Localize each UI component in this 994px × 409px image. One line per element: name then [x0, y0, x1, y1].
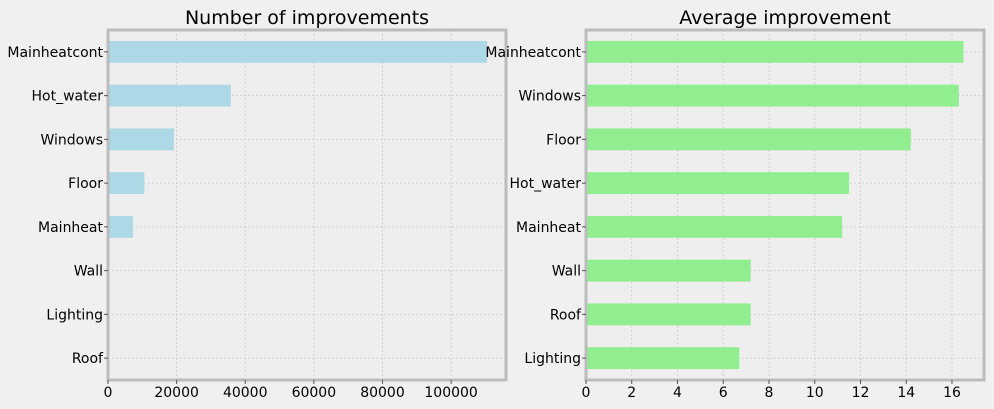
number-of-improvements-category-label: Mainheat — [38, 220, 103, 236]
number-of-improvements-category-label: Wall — [74, 264, 103, 280]
average-improvement-category-label: Mainheat — [516, 220, 581, 236]
average-improvement-xtick-label: 10 — [806, 385, 824, 401]
average-improvement-xtick-label: 8 — [765, 385, 774, 401]
number-of-improvements-xtick-label: 60000 — [292, 385, 337, 401]
average-improvement-bar-mainheatcont — [586, 40, 964, 63]
average-improvement-plot-area — [586, 30, 984, 380]
average-improvement-bar-mainheat — [586, 215, 843, 238]
number-of-improvements-xtick-label: 40000 — [223, 385, 268, 401]
number-of-improvements-category-label: Lighting — [46, 307, 103, 323]
average-improvement-category-label: Windows — [519, 89, 582, 105]
number-of-improvements-panel: Mainheatcont Hot_water Windows Floor Mainhea… — [7, 7, 508, 401]
average-improvement-xtick-label: 6 — [719, 385, 728, 401]
average-improvement-category-label: Roof — [550, 307, 582, 323]
number-of-improvements-category-label: Floor — [68, 176, 103, 192]
number-of-improvements-bar-mainheatcont — [108, 40, 488, 63]
average-improvement-xtick-label: 12 — [852, 385, 870, 401]
number-of-improvements-xtick-label: 0 — [104, 385, 113, 401]
average-improvement-bar-wall — [586, 259, 751, 282]
average-improvement-panel: Mainheatcont Windows Floor Hot_water Mainhea… — [485, 7, 986, 401]
number-of-improvements-category-label: Roof — [72, 351, 104, 367]
number-of-improvements-xtick-label: 20000 — [154, 385, 199, 401]
number-of-improvements-frame — [106, 28, 508, 382]
number-of-improvements-plot-area — [108, 30, 506, 380]
average-improvement-xtick-label: 4 — [673, 385, 682, 401]
number-of-improvements-category-label: Windows — [41, 132, 104, 148]
average-improvement-bar-floor — [586, 128, 911, 151]
average-improvement-frame — [584, 28, 986, 382]
number-of-improvements-xtick-label: 100000 — [424, 385, 477, 401]
number-of-improvements-bar-windows — [108, 128, 174, 151]
average-improvement-category-label: Lighting — [524, 351, 581, 367]
number-of-improvements-category-label: Mainheatcont — [7, 45, 103, 61]
average-improvement-bar-windows — [586, 84, 959, 107]
average-improvement-xtick-label: 0 — [582, 385, 591, 401]
number-of-improvements-bar-mainheat — [108, 215, 134, 238]
average-improvement-bar-roof — [586, 303, 751, 326]
number-of-improvements-bar-floor — [108, 172, 145, 195]
average-improvement-xtick-label: 14 — [897, 385, 915, 401]
average-improvement-category-label: Hot_water — [510, 176, 582, 192]
average-improvement-bar-lighting — [586, 347, 740, 370]
number-of-improvements-title: Number of improvements — [185, 7, 429, 29]
average-improvement-xtick-label: 16 — [943, 385, 961, 401]
average-improvement-xtick-label: 2 — [627, 385, 636, 401]
average-improvement-category-label: Floor — [546, 132, 581, 148]
number-of-improvements-bar-hot-water — [108, 84, 231, 107]
number-of-improvements-category-label: Hot_water — [32, 89, 104, 105]
average-improvement-title: Average improvement — [679, 7, 891, 29]
average-improvement-category-label: Wall — [552, 264, 581, 280]
number-of-improvements-xtick-label: 80000 — [360, 385, 405, 401]
average-improvement-bar-hot-water — [586, 172, 850, 195]
average-improvement-category-label: Mainheatcont — [485, 45, 581, 61]
